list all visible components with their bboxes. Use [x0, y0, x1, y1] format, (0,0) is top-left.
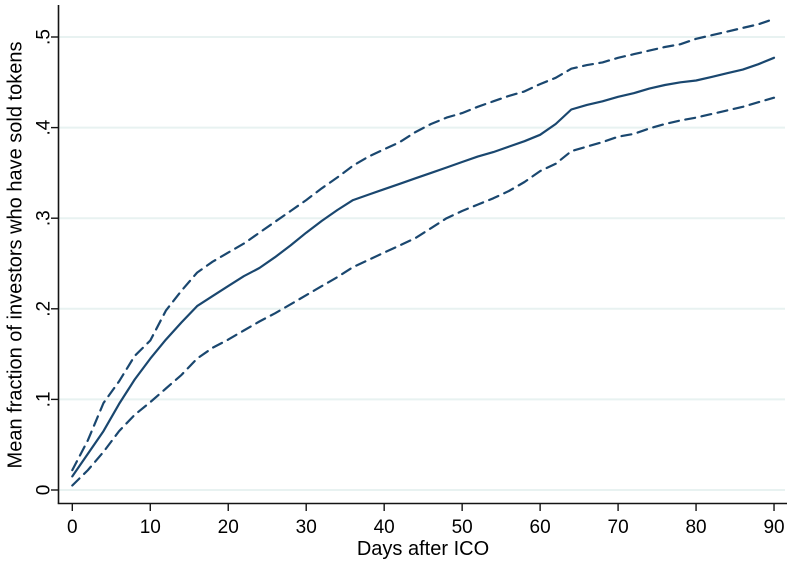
y-tick-label: .3: [34, 210, 55, 226]
y-axis-title: Mean fraction of investors who have sold…: [4, 41, 27, 469]
ci-upper-line: [71, 17, 776, 472]
x-tick-label: 30: [296, 517, 317, 538]
x-tick-label: 60: [530, 517, 551, 538]
y-tick-label: 0: [34, 485, 55, 496]
x-tick-label: 0: [67, 517, 78, 538]
x-tick-label: 40: [374, 517, 395, 538]
y-tick-label: .5: [34, 29, 55, 45]
x-tick-label: 80: [685, 517, 706, 538]
y-tick-label: .2: [34, 301, 55, 317]
ci-lower-line: [71, 96, 776, 487]
x-tick-label: 50: [452, 517, 473, 538]
x-tick-label: 70: [608, 517, 629, 538]
y-tick-label: .4: [34, 119, 55, 135]
mean-line: [71, 56, 776, 478]
x-tick-label: 20: [218, 517, 239, 538]
x-tick-label: 10: [140, 517, 161, 538]
x-tick-label: 90: [763, 517, 784, 538]
x-axis-title: Days after ICO: [356, 538, 490, 560]
y-tick-label: .1: [34, 391, 55, 407]
